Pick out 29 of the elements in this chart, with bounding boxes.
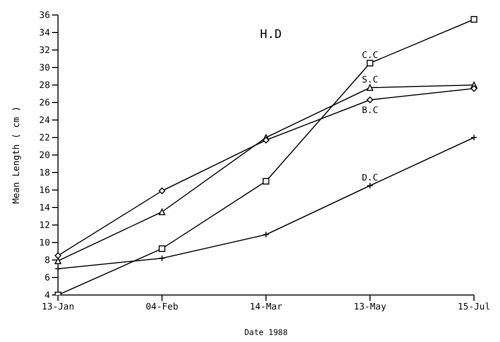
series-label: B.C [362,106,378,116]
series-label: D.C [362,174,378,184]
y-tick-label: 12 [39,221,50,232]
x-tick-label: 13-Jan [42,302,74,312]
y-tick-label: 16 [39,186,50,196]
y-tick-label: 20 [39,151,50,162]
y-tick-label: 18 [39,168,50,179]
x-tick-label: 04-Feb [146,302,178,312]
y-tick-label: 8 [44,256,50,266]
y-tick-label: 24 [39,116,50,126]
x-tick-label: 15-Jul [458,302,490,312]
y-tick-label: 14 [39,204,50,214]
y-tick-label: 26 [39,98,50,109]
x-tick-label: 13-May [354,302,387,312]
series-label: C.C [362,51,378,62]
x-tick-label: 14-Mar [250,302,283,312]
x-axis-title: Date 1988 [244,328,288,337]
series-label: S.C [362,76,378,86]
y-axis-title: Mean Length ( cm ) [12,106,22,204]
y-tick-label: 6 [44,274,50,284]
y-tick-label: 28 [39,81,50,92]
text: H.D [260,27,282,41]
y-tick-label: 36 [39,11,50,22]
y-tick-label: 4 [44,291,50,302]
y-tick-label: 32 [39,46,50,56]
y-tick-label: 10 [39,238,50,249]
y-tick-label: 30 [39,64,50,74]
y-tick-label: 34 [39,28,50,39]
y-tick-label: 22 [39,134,50,144]
